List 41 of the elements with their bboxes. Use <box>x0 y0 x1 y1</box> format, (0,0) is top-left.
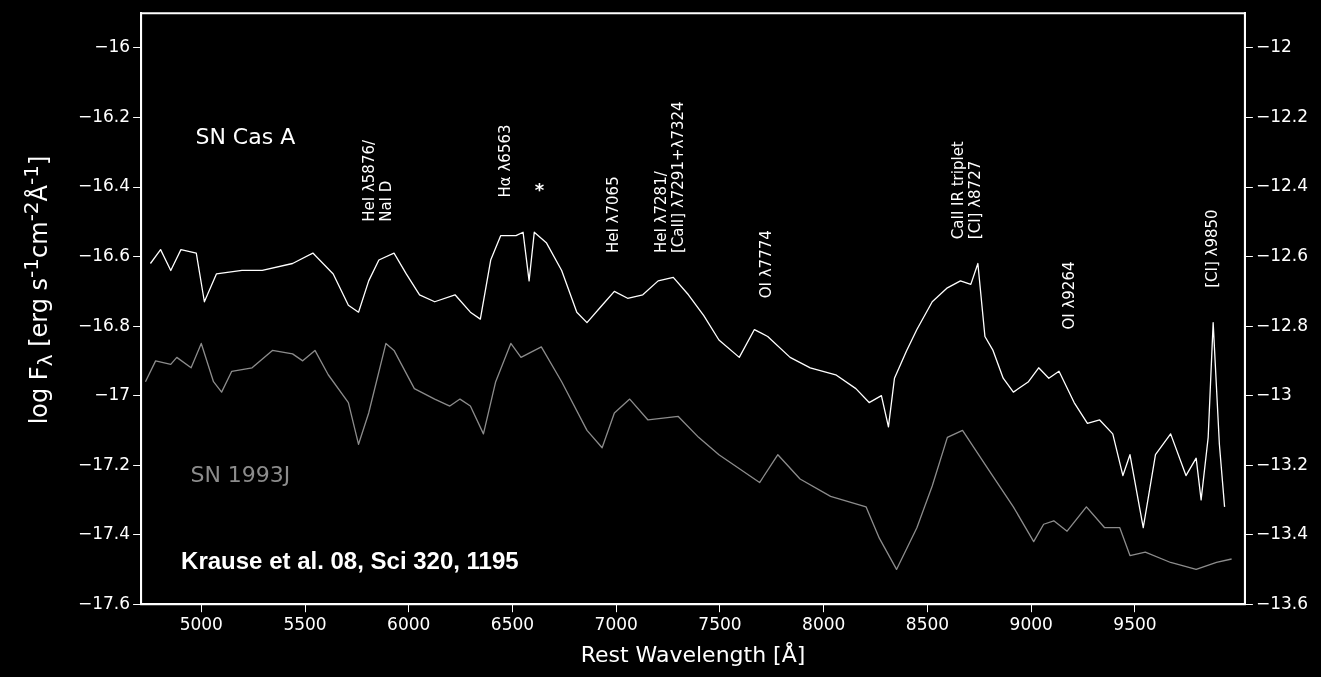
y-tick-label: −16.4 <box>77 175 131 196</box>
y2-tick-label: −13.4 <box>1255 523 1309 544</box>
x-tick-label: 9000 <box>1009 613 1053 634</box>
annotation: [CI] λ9850 <box>1203 209 1222 288</box>
annotation: Hα λ6563 <box>495 124 514 198</box>
y-tick-label: −16.6 <box>77 244 131 265</box>
y2-tick-label: −13.6 <box>1255 592 1309 613</box>
text: SN Cas A <box>195 124 296 150</box>
y2-tick-label: −13.2 <box>1255 453 1309 474</box>
x-tick-label: 9500 <box>1113 613 1157 634</box>
annotation: * <box>534 178 545 200</box>
annotation: OI λ9264 <box>1060 261 1079 330</box>
x-tick-label: 7000 <box>594 613 638 634</box>
text: SN 1993J <box>190 462 291 488</box>
x-tick-label: 7500 <box>698 613 742 634</box>
annotation: HeI λ7281/ [CaII] λ7291+λ7324 <box>651 101 687 254</box>
y2-tick-label: −12.2 <box>1255 105 1309 126</box>
x-tick-label: 8000 <box>802 613 846 634</box>
y2-tick-label: −13 <box>1255 384 1292 405</box>
annotation: OI λ7774 <box>756 230 775 299</box>
x-tick-label: 5000 <box>179 613 223 634</box>
y-tick-label: −16 <box>94 36 131 57</box>
y-tick-label: −17.2 <box>77 453 131 474</box>
y-tick-label: −17.6 <box>77 592 131 613</box>
y2-tick-label: −12.4 <box>1255 175 1309 196</box>
x-tick-label: 5500 <box>283 613 327 634</box>
x-tick-label: 6500 <box>490 613 535 634</box>
annotation: Krause et al. 08, Sci 320, 1195 <box>181 546 519 574</box>
x-axis-title: Rest Wavelength [Å] <box>580 640 806 667</box>
x-tick-label: 6000 <box>387 613 431 634</box>
y2-tick-label: −12.8 <box>1255 314 1309 335</box>
y2-tick-label: −12 <box>1255 36 1292 57</box>
annotation: HeI λ7065 <box>604 176 623 254</box>
annotation: CaII IR triplet [CI] λ8727 <box>949 141 985 240</box>
annotation: HeI λ5876/ NaI D <box>360 139 396 222</box>
y-tick-label: −16.8 <box>77 314 131 335</box>
x-tick-label: 8500 <box>905 613 950 634</box>
y-tick-label: −17 <box>94 384 131 405</box>
y-tick-label: −17.4 <box>77 523 131 544</box>
y2-tick-label: −12.6 <box>1255 244 1309 265</box>
y-tick-label: −16.2 <box>77 105 131 126</box>
